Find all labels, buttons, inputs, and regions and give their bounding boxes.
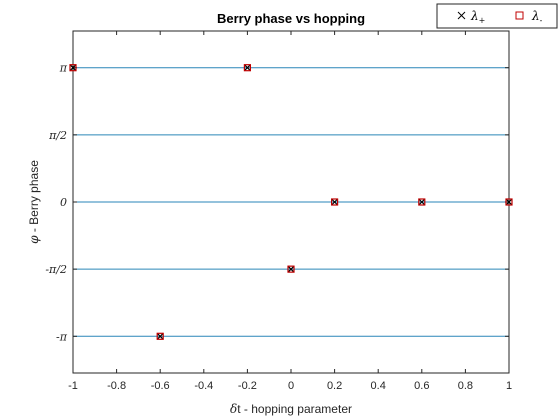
marker-lambda-minus — [418, 198, 426, 206]
marker-lambda-plus — [331, 198, 339, 206]
y-tick-labels: -π -π/2 0 π/2 π — [45, 62, 67, 344]
x-tick-label: 0.8 — [458, 380, 473, 392]
legend-label-lambda-minus-sub: - — [540, 16, 543, 25]
x-tick-label: -0.2 — [238, 380, 257, 392]
legend-box — [436, 3, 558, 29]
marker-lambda-minus — [156, 332, 164, 340]
legend-marker-lambda-plus — [457, 11, 466, 20]
data-markers — [69, 64, 513, 340]
x-tick-label: 1 — [506, 380, 512, 392]
x-tick-label: 0.4 — [371, 380, 386, 392]
marker-lambda-minus — [69, 64, 77, 72]
y-tick-label: -π/2 — [45, 263, 67, 276]
marker-lambda-plus — [418, 198, 426, 206]
y-tick-label: 0 — [60, 196, 67, 209]
x-tick-label: 0.6 — [414, 380, 429, 392]
legend-label-lambda-minus: λ- — [531, 9, 543, 25]
legend-label-lambda-plus-sub: + — [479, 16, 486, 25]
marker-lambda-plus — [156, 332, 164, 340]
y-axis-label-symbol: φ — [27, 235, 41, 244]
y-tick-label: π/2 — [48, 129, 67, 142]
marker-lambda-plus — [287, 265, 295, 273]
legend-label-lambda-plus: λ+ — [470, 9, 485, 25]
legend: λ+ λ- — [436, 3, 558, 29]
x-axis-label-text: t - hopping parameter — [237, 402, 352, 416]
x-tick-label: -1 — [68, 380, 78, 392]
x-axis-label: δt - hopping parameter — [230, 402, 352, 416]
legend-label-lambda-minus-main: λ — [531, 9, 540, 23]
axis-ticks — [72, 31, 510, 373]
chart-title: Berry phase vs hopping — [217, 11, 365, 26]
marker-lambda-minus — [331, 198, 339, 206]
y-tick-label: π — [59, 62, 68, 75]
marker-lambda-plus — [69, 64, 77, 72]
marker-lambda-plus — [243, 64, 251, 72]
x-tick-label: -0.4 — [194, 380, 213, 392]
x-tick-label: 0.2 — [327, 380, 342, 392]
x-tick-label: 0 — [288, 380, 294, 392]
marker-lambda-minus — [505, 198, 513, 206]
marker-lambda-plus — [505, 198, 513, 206]
legend-label-lambda-plus-main: λ — [470, 9, 479, 23]
legend-marker-lambda-minus — [515, 11, 524, 20]
marker-lambda-minus — [287, 265, 295, 273]
y-axis-label-text: - Berry phase — [27, 160, 41, 236]
y-axis-label: φ - Berry phase — [27, 160, 41, 244]
x-axis-label-symbol: δ — [230, 402, 237, 416]
grid-lines — [73, 67, 509, 337]
x-tick-labels: -1 -0.8 -0.6 -0.4 -0.2 0 0.2 0.4 0.6 0.8 1 — [68, 380, 512, 392]
x-tick-label: -0.6 — [151, 380, 170, 392]
y-tick-label: -π — [56, 330, 68, 343]
marker-lambda-minus — [243, 64, 251, 72]
x-tick-label: -0.8 — [107, 380, 126, 392]
